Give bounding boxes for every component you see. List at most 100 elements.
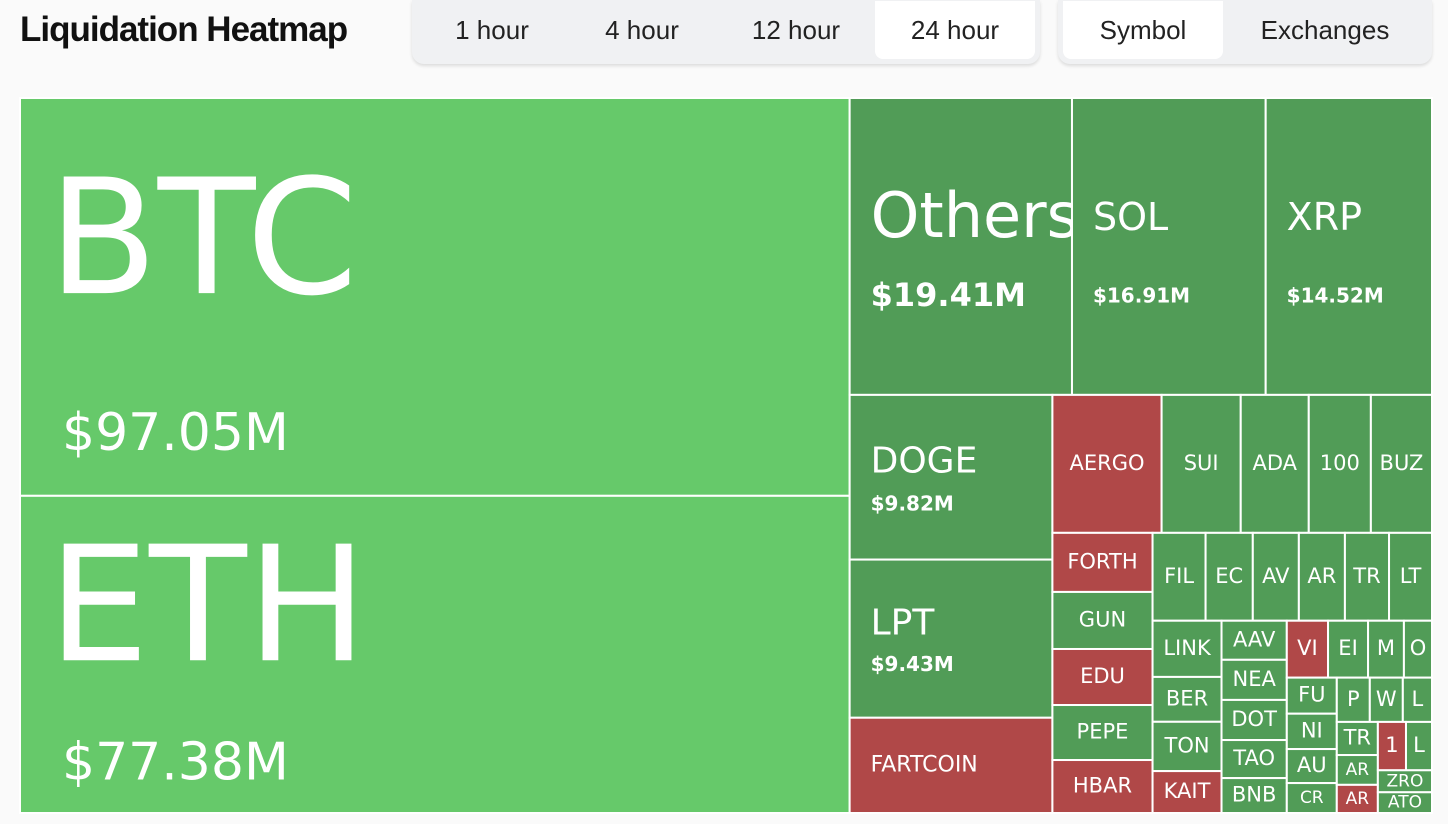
tile-labels: EC bbox=[1215, 564, 1243, 588]
tile-label: ATO bbox=[1388, 793, 1422, 813]
tile-labels: BER bbox=[1166, 686, 1208, 710]
tile bbox=[19, 97, 851, 497]
tile-label: EI bbox=[1338, 636, 1357, 660]
tile-label: XRP bbox=[1287, 195, 1362, 239]
tile-labels: KAIT bbox=[1164, 779, 1211, 803]
tile-label: L bbox=[1413, 733, 1425, 757]
tile-label: VI bbox=[1297, 636, 1318, 660]
tile-labels: BUZ bbox=[1380, 451, 1424, 475]
tile-labels: TR bbox=[1343, 725, 1371, 749]
tile bbox=[1220, 698, 1288, 742]
tile-label: NI bbox=[1301, 718, 1323, 742]
tile-labels: BTC $97.05M bbox=[48, 144, 358, 463]
tile-labels: EDU bbox=[1080, 664, 1125, 688]
tile-label: TAO bbox=[1232, 746, 1275, 770]
tile bbox=[848, 97, 1073, 396]
tile-label: W bbox=[1376, 687, 1397, 711]
tab[interactable]: 24 hour bbox=[875, 1, 1035, 59]
tile-labels: HBAR bbox=[1073, 774, 1132, 798]
tile-label: BNB bbox=[1232, 783, 1277, 807]
tile bbox=[1335, 754, 1379, 786]
tile bbox=[1239, 393, 1310, 534]
tile-label: GUN bbox=[1079, 607, 1126, 631]
tile-label: AR bbox=[1346, 789, 1370, 809]
tile-label: DOGE bbox=[871, 440, 978, 481]
tile-labels: TR bbox=[1352, 564, 1380, 588]
tile bbox=[1220, 777, 1288, 815]
tab[interactable]: Symbol bbox=[1063, 1, 1223, 59]
tile-labels: O bbox=[1410, 636, 1427, 660]
tile-labels: ZRO bbox=[1387, 771, 1424, 791]
tile-label: FARTCOIN bbox=[871, 752, 978, 777]
page-title: Liquidation Heatmap bbox=[20, 10, 348, 49]
tab[interactable]: 12 hour bbox=[751, 14, 841, 45]
tile-labels: ATO bbox=[1388, 793, 1422, 813]
tile bbox=[848, 716, 1054, 815]
tile-labels: L bbox=[1413, 733, 1425, 757]
tile-labels: AERGO bbox=[1069, 451, 1144, 475]
tile-labels: EI bbox=[1338, 636, 1357, 660]
tile-labels: FORTH bbox=[1067, 549, 1137, 573]
tile bbox=[1285, 748, 1338, 785]
tile-label: HBAR bbox=[1073, 774, 1132, 798]
tile-label: FIL bbox=[1164, 564, 1194, 588]
tile-labels: FU bbox=[1298, 683, 1325, 707]
tile-labels: LINK bbox=[1163, 636, 1212, 660]
tile-label: TR bbox=[1352, 564, 1380, 588]
tile-labels: GUN bbox=[1079, 607, 1126, 631]
tile-labels: PEPE bbox=[1077, 720, 1129, 744]
tile-label: SUI bbox=[1184, 451, 1219, 475]
tile bbox=[1285, 676, 1338, 715]
tile bbox=[1376, 791, 1433, 814]
tile-label: 1 bbox=[1385, 733, 1398, 757]
tile-label: ETH bbox=[48, 511, 367, 698]
tile-label: AV bbox=[1262, 564, 1290, 588]
tile-label: P bbox=[1347, 687, 1360, 711]
tile bbox=[1204, 531, 1254, 622]
tile-labels: LPT $9.43M bbox=[871, 602, 954, 676]
tile-label: FU bbox=[1298, 683, 1325, 707]
tile-label: BUZ bbox=[1380, 451, 1424, 475]
tile bbox=[1285, 782, 1338, 815]
tile-labels: AV bbox=[1262, 564, 1290, 588]
tile-label: AR bbox=[1346, 760, 1370, 780]
tile-labels: BNB bbox=[1232, 783, 1277, 807]
tile-label: AU bbox=[1297, 753, 1327, 777]
tile-labels: LT bbox=[1400, 564, 1422, 588]
tile bbox=[848, 393, 1054, 561]
tile-label: LPT bbox=[871, 602, 936, 643]
tile bbox=[1402, 619, 1433, 679]
tile-labels: FARTCOIN bbox=[871, 752, 978, 777]
tile-labels: DOT bbox=[1231, 707, 1277, 731]
tile bbox=[1220, 619, 1288, 661]
tile-label: NEA bbox=[1232, 667, 1276, 691]
tile-labels: CR bbox=[1300, 788, 1324, 808]
tile-labels: AR bbox=[1346, 760, 1370, 780]
tile-labels: 100 bbox=[1320, 451, 1360, 475]
tile-label: AAV bbox=[1233, 627, 1276, 651]
tile-labels: M bbox=[1377, 636, 1395, 660]
value-label: $97.05M bbox=[62, 403, 289, 463]
tile-labels: ADA bbox=[1252, 451, 1297, 475]
tile bbox=[1401, 676, 1433, 723]
tile bbox=[1335, 676, 1371, 723]
tile-labels: NEA bbox=[1232, 667, 1276, 691]
tile-labels: AR bbox=[1346, 789, 1370, 809]
tile-label: TON bbox=[1164, 733, 1210, 757]
value-label: $9.82M bbox=[871, 492, 954, 516]
tile-label: LT bbox=[1400, 564, 1422, 588]
value-label: $19.41M bbox=[871, 276, 1026, 314]
tile-label: KAIT bbox=[1164, 779, 1211, 803]
tile bbox=[1367, 619, 1405, 679]
tile-labels: NI bbox=[1301, 718, 1323, 742]
tile-label: CR bbox=[1300, 788, 1324, 808]
tile bbox=[848, 558, 1054, 719]
tile-label: L bbox=[1412, 687, 1424, 711]
tab[interactable]: 4 hour bbox=[605, 14, 679, 45]
tab[interactable]: 1 hour bbox=[455, 14, 529, 45]
tile bbox=[1051, 647, 1154, 707]
tab[interactable]: Exchanges bbox=[1260, 14, 1390, 45]
